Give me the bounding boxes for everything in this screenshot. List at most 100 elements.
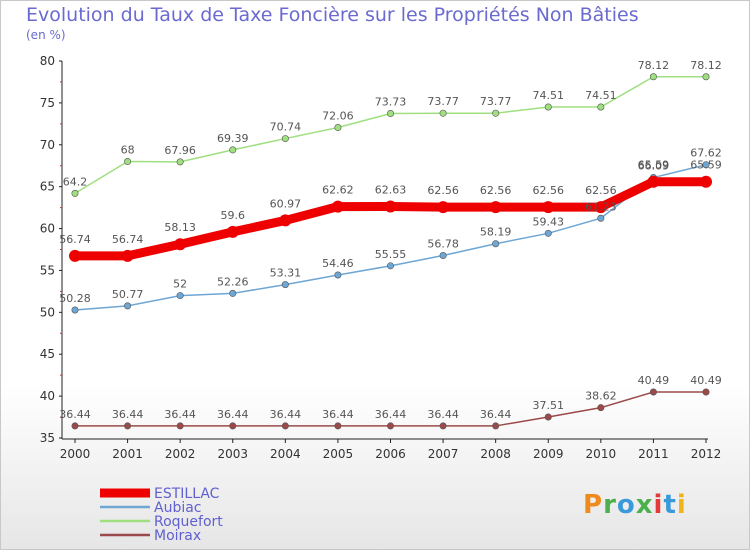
- data-point: [176, 422, 184, 430]
- series-layer: [69, 73, 712, 430]
- y-tick-label: 75: [40, 96, 55, 110]
- data-label: 36.44: [164, 408, 196, 421]
- logo-letter: o: [616, 490, 636, 520]
- logo-letter: t: [663, 490, 677, 520]
- data-point: [71, 306, 79, 314]
- data-label: 58.19: [480, 226, 512, 239]
- data-label: 50.28: [59, 292, 91, 305]
- data-label: 50.77: [112, 288, 144, 301]
- data-point: [386, 422, 394, 430]
- proxiti-logo: Proxiti: [583, 490, 687, 520]
- data-label: 78.12: [690, 59, 722, 72]
- data-point: [702, 161, 710, 169]
- series-aubiac: [71, 161, 710, 314]
- data-label: 36.44: [112, 408, 144, 421]
- data-point: [437, 201, 450, 214]
- data-point: [331, 200, 344, 213]
- data-point: [71, 422, 79, 430]
- data-label: 59.43: [533, 215, 565, 228]
- data-label: 67.62: [690, 147, 722, 160]
- data-label: 56.74: [112, 233, 144, 246]
- data-point: [544, 103, 552, 111]
- data-point: [649, 388, 657, 396]
- data-point: [229, 289, 237, 297]
- data-point: [439, 109, 447, 117]
- x-tick-label: 2001: [112, 447, 143, 461]
- y-tick-label: 70: [40, 138, 55, 152]
- data-point: [702, 73, 710, 81]
- y-tick-label: 65: [40, 180, 55, 194]
- data-point: [176, 158, 184, 166]
- data-point: [489, 201, 502, 214]
- data-point: [439, 252, 447, 260]
- unit-label: (en %): [26, 28, 66, 42]
- data-point: [700, 175, 712, 188]
- data-label: 36.44: [427, 408, 459, 421]
- data-label: 74.51: [533, 89, 565, 102]
- data-point: [492, 109, 500, 117]
- data-label: 61.23: [585, 200, 617, 213]
- data-point: [229, 146, 237, 154]
- data-label: 36.44: [480, 408, 512, 421]
- data-point: [229, 422, 237, 430]
- data-label: 72.06: [322, 110, 354, 123]
- data-point: [649, 73, 657, 81]
- data-label: 37.51: [533, 399, 565, 412]
- data-point: [702, 388, 710, 396]
- axes: 35 40 45 50 55 60 65 70 75 80 2000 2001 2002 2003 2004…: [40, 54, 722, 461]
- x-tick-label: 2010: [586, 447, 617, 461]
- data-label: 69.39: [217, 132, 249, 145]
- data-point: [597, 214, 605, 222]
- data-label: 56.78: [427, 238, 459, 251]
- data-point: [124, 422, 132, 430]
- legend-label-aubiac: Aubiac: [154, 500, 202, 516]
- data-label: 60.97: [270, 197, 302, 210]
- x-tick-label: 2005: [323, 447, 354, 461]
- x-tick-label: 2011: [638, 447, 669, 461]
- y-tick-label: 50: [40, 305, 55, 319]
- data-point: [226, 225, 239, 238]
- data-point: [176, 292, 184, 300]
- data-point: [386, 262, 394, 270]
- y-tick-label: 60: [40, 222, 55, 236]
- x-tick-label: 2008: [480, 447, 511, 461]
- logo-letter: i: [653, 490, 664, 520]
- y-tick-label: 80: [40, 54, 55, 68]
- data-point: [124, 158, 132, 166]
- legend-label-roquefort: Roquefort: [154, 514, 223, 530]
- x-tick-label: 2012: [691, 447, 722, 461]
- data-label: 62.56: [533, 184, 565, 197]
- logo-letter: r: [603, 490, 617, 520]
- y-tick-label: 45: [40, 347, 55, 361]
- data-point: [597, 404, 605, 412]
- data-point: [334, 124, 342, 132]
- data-point: [71, 189, 79, 197]
- legend-label-moirax: Moirax: [154, 528, 201, 544]
- logo-letter: P: [583, 490, 604, 520]
- data-point: [594, 201, 607, 214]
- data-point: [647, 175, 660, 188]
- y-tick-label: 35: [40, 431, 55, 445]
- data-label: 62.62: [322, 184, 354, 197]
- data-label: 53.31: [270, 267, 302, 280]
- data-label: 65.59: [638, 159, 670, 172]
- data-point: [544, 413, 552, 421]
- data-point: [542, 201, 555, 214]
- data-labels: 64.2 68 67.96 69.39 70.74 72.06 73.73 73.77 73.7…: [59, 59, 722, 421]
- x-tick-label: 2007: [428, 447, 459, 461]
- data-point: [174, 238, 187, 251]
- data-label: 66.09: [638, 160, 670, 173]
- series-estillac: [69, 175, 712, 262]
- x-tick-label: 2000: [60, 447, 91, 461]
- y-tick-label: 40: [40, 389, 55, 403]
- x-tick-label: 2002: [165, 447, 196, 461]
- x-tick-label: 2009: [533, 447, 564, 461]
- data-point: [597, 103, 605, 111]
- data-label: 59.6: [221, 209, 246, 222]
- data-label: 70.74: [270, 121, 302, 134]
- data-point: [386, 110, 394, 118]
- series-roquefort: [71, 73, 710, 197]
- data-label: 38.62: [585, 390, 617, 403]
